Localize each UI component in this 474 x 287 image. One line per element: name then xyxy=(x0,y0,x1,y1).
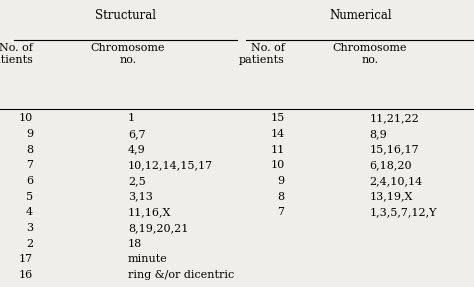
Text: 8: 8 xyxy=(26,145,33,155)
Text: 18: 18 xyxy=(128,238,142,249)
Text: 4: 4 xyxy=(26,207,33,217)
Text: 1,3,5,7,12,Y: 1,3,5,7,12,Y xyxy=(370,207,437,217)
Text: 9: 9 xyxy=(26,129,33,139)
Text: 2,4,10,14: 2,4,10,14 xyxy=(370,176,423,186)
Text: 8,19,20,21: 8,19,20,21 xyxy=(128,223,188,233)
Text: minute: minute xyxy=(128,254,168,264)
Text: 3,13: 3,13 xyxy=(128,192,153,201)
Text: 4,9: 4,9 xyxy=(128,145,146,155)
Text: No. of
patients: No. of patients xyxy=(238,43,284,65)
Text: 6,7: 6,7 xyxy=(128,129,146,139)
Text: 10: 10 xyxy=(270,160,284,170)
Text: 10: 10 xyxy=(19,113,33,123)
Text: 15: 15 xyxy=(270,113,284,123)
Text: 16: 16 xyxy=(19,270,33,280)
Text: Numerical: Numerical xyxy=(329,9,392,22)
Text: 7: 7 xyxy=(277,207,284,217)
Text: Chromosome
no.: Chromosome no. xyxy=(332,43,407,65)
Text: 2: 2 xyxy=(26,238,33,249)
Text: 3: 3 xyxy=(26,223,33,233)
Text: Chromosome
no.: Chromosome no. xyxy=(91,43,165,65)
Text: ring &/or dicentric: ring &/or dicentric xyxy=(128,270,234,280)
Text: 7: 7 xyxy=(26,160,33,170)
Text: Structural: Structural xyxy=(95,9,156,22)
Text: 8,9: 8,9 xyxy=(370,129,387,139)
Text: 6,18,20: 6,18,20 xyxy=(370,160,412,170)
Text: 9: 9 xyxy=(277,176,284,186)
Text: 8: 8 xyxy=(277,192,284,201)
Text: 14: 14 xyxy=(270,129,284,139)
Text: 11,16,X: 11,16,X xyxy=(128,207,172,217)
Text: No. of
patients: No. of patients xyxy=(0,43,33,65)
Text: 11: 11 xyxy=(270,145,284,155)
Text: 13,19,X: 13,19,X xyxy=(370,192,413,201)
Text: 11,21,22: 11,21,22 xyxy=(370,113,419,123)
Text: 5: 5 xyxy=(26,192,33,201)
Text: 17: 17 xyxy=(19,254,33,264)
Text: 10,12,14,15,17: 10,12,14,15,17 xyxy=(128,160,213,170)
Text: 1: 1 xyxy=(128,113,135,123)
Text: 2,5: 2,5 xyxy=(128,176,146,186)
Text: 15,16,17: 15,16,17 xyxy=(370,145,419,155)
Text: 6: 6 xyxy=(26,176,33,186)
